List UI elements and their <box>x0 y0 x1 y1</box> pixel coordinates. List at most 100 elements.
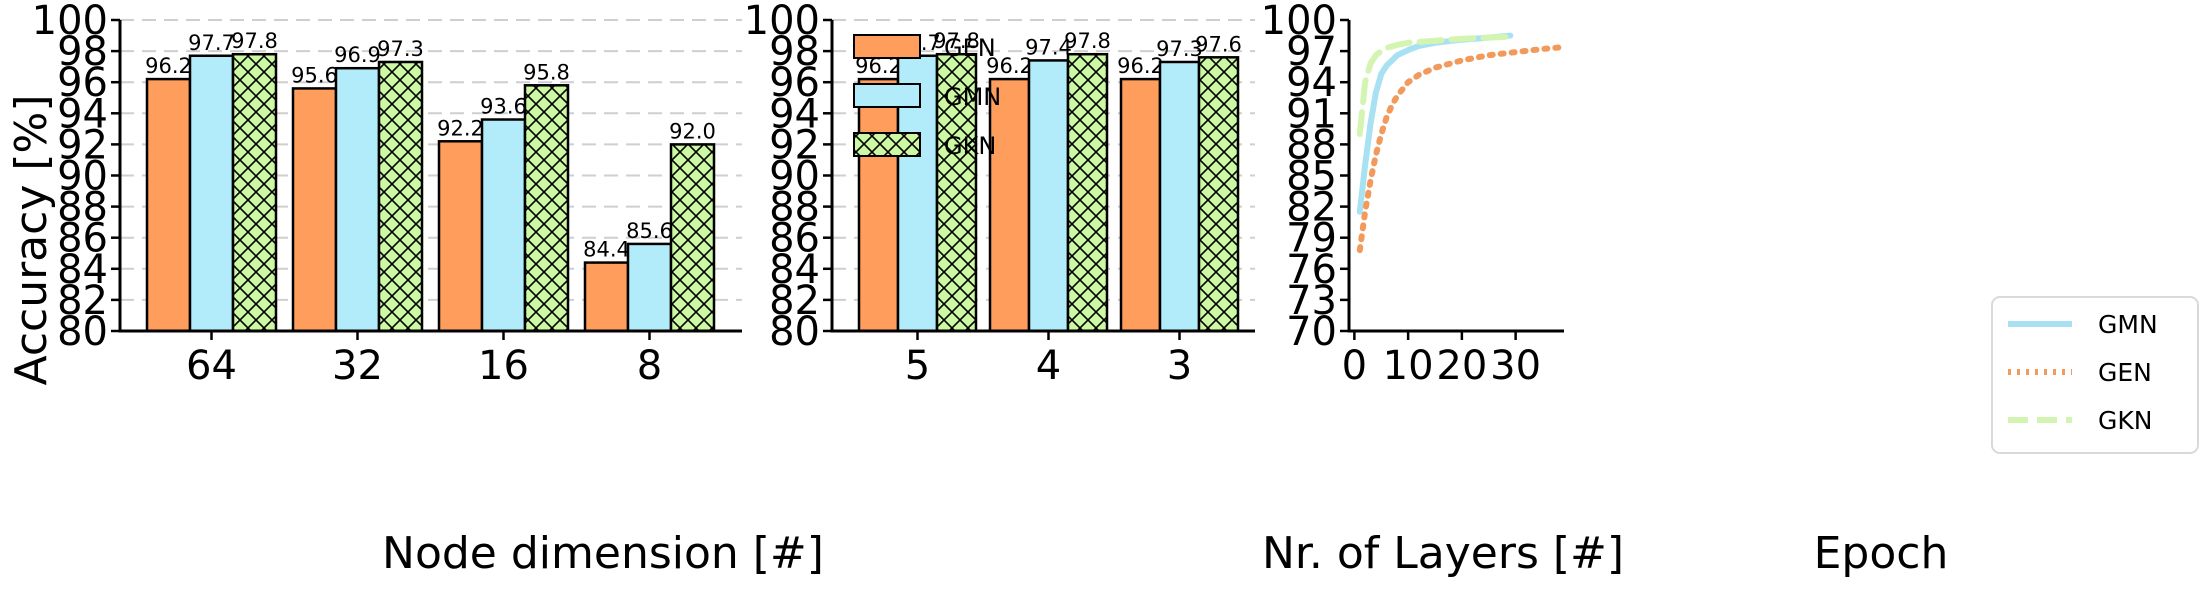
panel2-yticklabel-80: 80 <box>769 309 820 355</box>
panel1-datalabel-gmn-32: 96.9 <box>334 43 381 67</box>
panel2-datalabel-gmn-4: 97.4 <box>1025 35 1072 59</box>
panel2-yticklabel-92: 92 <box>769 122 820 168</box>
panel2-xticklabel-5: 5 <box>905 343 930 389</box>
panel2-bar-gen-4 <box>988 77 1031 333</box>
panel3-yticklabel-85: 85 <box>1286 154 1337 200</box>
panel2-yticklabel-88: 88 <box>769 185 820 231</box>
panel1-bar-gmn-16 <box>480 118 527 333</box>
legend-gkn-label: GKN <box>944 132 996 160</box>
legend-gen-swatch <box>853 34 921 59</box>
panel1-bar-gen-16 <box>437 140 484 333</box>
panel1-bar-gen-64 <box>145 77 192 333</box>
panel1-yticklabel-80: 80 <box>57 309 108 355</box>
panel3-line-gkn <box>1356 33 1514 137</box>
panel1-datalabel-gen-32: 95.6 <box>291 63 338 87</box>
panel1-yticklabel-100: 100 <box>32 0 108 44</box>
panel1-xticklabel-16: 16 <box>478 343 529 389</box>
panel3-xticklabel-30: 30 <box>1490 343 1541 389</box>
panel3-legend: GMN GEN GKN <box>1991 296 2199 454</box>
panel1-yticklabel-90: 90 <box>57 154 108 200</box>
legend-gmn-swatch <box>853 83 921 108</box>
panel2-datalabel-gmn-3: 97.3 <box>1156 37 1203 61</box>
panel1-legend: GEN GMN GKN <box>853 34 1001 160</box>
panel1-yticklabel-84: 84 <box>57 247 108 293</box>
panel1-ylabel: Accuracy [%] <box>6 94 57 385</box>
panel1-yticklabel-94: 94 <box>57 91 108 137</box>
panel1-yticklabel-82: 82 <box>57 278 108 324</box>
panel1-bar-gen-32 <box>291 87 338 333</box>
panel2-bar-gkn-5 <box>935 52 978 333</box>
panel3-yticklabel-82: 82 <box>1286 185 1337 231</box>
panel2-bar-gkn-4 <box>1066 52 1109 333</box>
legend3-gen-label: GEN <box>2098 358 2152 387</box>
panel1-yticklabel-92: 92 <box>57 122 108 168</box>
panel3-xticklabel-10: 10 <box>1383 343 1434 389</box>
panel2-yticklabel-100: 100 <box>744 0 820 44</box>
panel2-bar-gkn-3 <box>1197 56 1240 333</box>
panel2-yticklabel-90: 90 <box>769 154 820 200</box>
panel3-yticklabel-70: 70 <box>1286 309 1337 355</box>
panel2-yticklabel-94: 94 <box>769 91 820 137</box>
panel1-datalabel-gen-64: 96.2 <box>145 54 192 78</box>
panel2-datalabel-gen-4: 96.2 <box>986 54 1033 78</box>
legend3-gmn-label: GMN <box>2098 310 2158 339</box>
panel2-bar-gen-5 <box>857 77 900 333</box>
panel2-bar-gmn-4 <box>1027 59 1070 333</box>
panel1-bar-gkn-16 <box>523 84 570 333</box>
panel1-bar-gkn-64 <box>231 52 278 333</box>
panel1-datalabel-gen-8: 84.4 <box>583 238 630 262</box>
panel1-bar-gmn-32 <box>334 66 381 333</box>
panel1-bar-gmn-64 <box>188 54 235 333</box>
panel1-xlabel: Node dimension [#] <box>382 528 824 579</box>
panel3-line-gmn <box>1356 32 1514 215</box>
panel3-yticklabel-97: 97 <box>1286 29 1337 75</box>
panel3-yticklabel-88: 88 <box>1286 122 1337 168</box>
panel3-xticklabel-0: 0 <box>1342 343 1367 389</box>
panel3-yticklabel-73: 73 <box>1286 278 1337 324</box>
panel1-datalabel-gkn-32: 97.3 <box>377 37 424 61</box>
panel2-yticklabel-82: 82 <box>769 278 820 324</box>
panel2-xticklabel-4: 4 <box>1036 343 1061 389</box>
panel1-yticklabel-86: 86 <box>57 216 108 262</box>
panel3-xlabel: Epoch <box>1814 528 1949 579</box>
panel2-yticklabel-96: 96 <box>769 60 820 106</box>
legend-gmn-label: GMN <box>944 83 1001 111</box>
panel1-bar-gen-8 <box>583 261 630 333</box>
panel1-datalabel-gmn-8: 85.6 <box>626 219 673 243</box>
panel1-datalabel-gkn-16: 95.8 <box>523 60 570 84</box>
panel2-datalabel-gen-3: 96.2 <box>1117 54 1164 78</box>
panel1-yticklabel-98: 98 <box>57 29 108 75</box>
panel2-bar-gmn-3 <box>1158 60 1201 333</box>
panel3-yticklabel-76: 76 <box>1286 247 1337 293</box>
legend-gkn-swatch <box>853 132 921 157</box>
panel2-bar-gen-3 <box>1119 77 1162 333</box>
panel1-xticklabel-64: 64 <box>186 343 237 389</box>
panel1-bar-gkn-8 <box>669 143 716 333</box>
panel2-yticklabel-98: 98 <box>769 29 820 75</box>
panel1-yticklabel-88: 88 <box>57 185 108 231</box>
panel3-yticklabel-79: 79 <box>1286 216 1337 262</box>
panel1-datalabel-gmn-64: 97.7 <box>188 31 235 55</box>
panel3-xticklabel-20: 20 <box>1436 343 1487 389</box>
panel3-yticklabel-94: 94 <box>1286 60 1337 106</box>
panel2-xlabel: Nr. of Layers [#] <box>1262 528 1624 579</box>
panel2-yticklabel-84: 84 <box>769 247 820 293</box>
panel1-datalabel-gkn-64: 97.8 <box>231 29 278 53</box>
panel2-datalabel-gkn-4: 97.8 <box>1064 29 1111 53</box>
panel1-xticklabel-32: 32 <box>332 343 383 389</box>
panel3-line-gen <box>1356 44 1567 254</box>
panel1-xticklabel-8: 8 <box>637 343 662 389</box>
panel2-datalabel-gkn-3: 97.6 <box>1195 32 1242 56</box>
panel1-datalabel-gen-16: 92.2 <box>437 116 484 140</box>
legend-gen-label: GEN <box>944 34 996 62</box>
panel1-bar-gmn-8 <box>626 242 673 333</box>
panel2-xticklabel-3: 3 <box>1167 343 1192 389</box>
legend3-gkn-label: GKN <box>2098 406 2152 435</box>
panel1-bar-gkn-32 <box>377 60 424 333</box>
legend3-frame <box>1991 296 2199 454</box>
panel3-yticklabel-100: 100 <box>1261 0 1337 44</box>
panel3-yticklabel-91: 91 <box>1286 91 1337 137</box>
panel2-datalabel-gkn-5: 97.8 <box>933 29 980 53</box>
